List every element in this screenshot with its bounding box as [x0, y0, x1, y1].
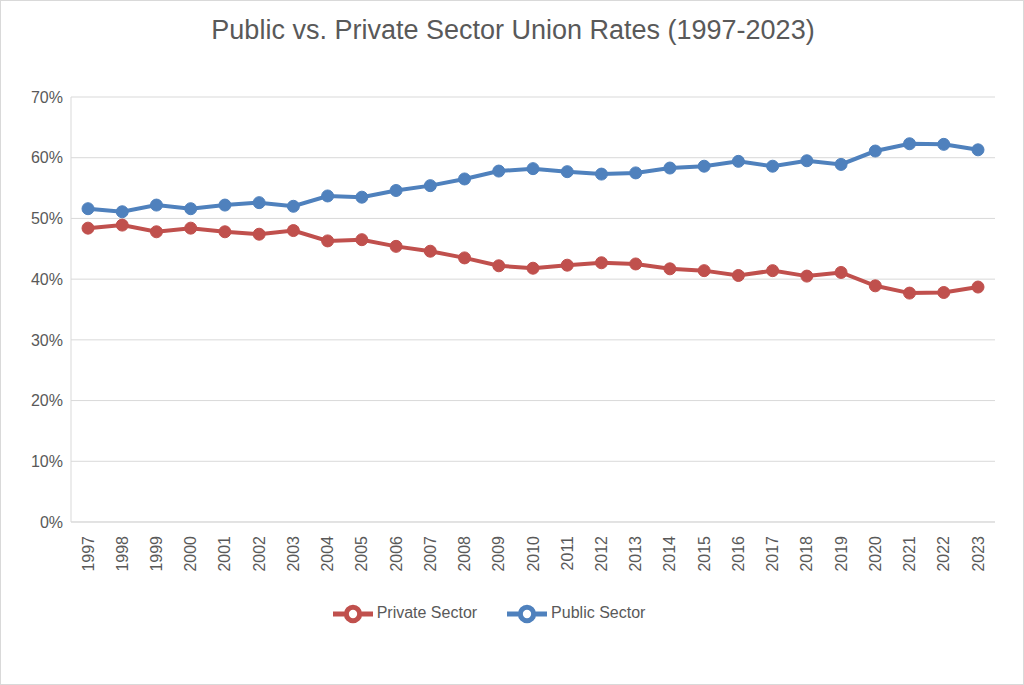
svg-text:40%: 40%	[31, 271, 63, 288]
svg-text:1999: 1999	[148, 536, 165, 572]
svg-text:2003: 2003	[285, 536, 302, 572]
svg-text:30%: 30%	[31, 332, 63, 349]
svg-text:2006: 2006	[388, 536, 405, 572]
svg-text:2013: 2013	[627, 536, 644, 572]
svg-text:2007: 2007	[422, 536, 439, 572]
svg-text:1997: 1997	[80, 536, 97, 572]
svg-text:1998: 1998	[114, 536, 131, 572]
html-text:Public Sector: Public Sector	[551, 604, 646, 622]
svg-text:60%: 60%	[31, 149, 63, 166]
svg-text:2005: 2005	[353, 536, 370, 572]
svg-text:2023: 2023	[970, 536, 987, 572]
svg-text:2001: 2001	[216, 536, 233, 572]
svg-text:2008: 2008	[456, 536, 473, 572]
svg-text:2012: 2012	[593, 536, 610, 572]
svg-text:2011: 2011	[559, 536, 576, 571]
svg-text:20%: 20%	[31, 392, 63, 409]
svg-text:50%: 50%	[31, 210, 63, 227]
svg-text:2020: 2020	[867, 536, 884, 572]
svg-text:70%: 70%	[31, 89, 63, 106]
svg-text:2018: 2018	[798, 536, 815, 572]
svg-text:2022: 2022	[935, 536, 952, 572]
svg-text:2004: 2004	[319, 536, 336, 572]
svg-text:2000: 2000	[182, 536, 199, 572]
html-text:Public vs. Private Sector Unio: Public vs. Private Sector Union Rates (1…	[211, 15, 815, 45]
svg-text:2009: 2009	[490, 536, 507, 572]
svg-text:2015: 2015	[696, 536, 713, 572]
html-text:Private Sector: Private Sector	[376, 604, 478, 622]
svg-text:0%: 0%	[40, 514, 63, 531]
svg-text:2017: 2017	[764, 536, 781, 572]
svg-text:2002: 2002	[251, 536, 268, 572]
svg-text:2021: 2021	[901, 536, 918, 572]
svg-text:2014: 2014	[661, 536, 678, 572]
svg-text:2019: 2019	[833, 536, 850, 572]
svg-text:10%: 10%	[31, 453, 63, 470]
svg-text:2016: 2016	[730, 536, 747, 572]
svg-text:2010: 2010	[525, 536, 542, 572]
